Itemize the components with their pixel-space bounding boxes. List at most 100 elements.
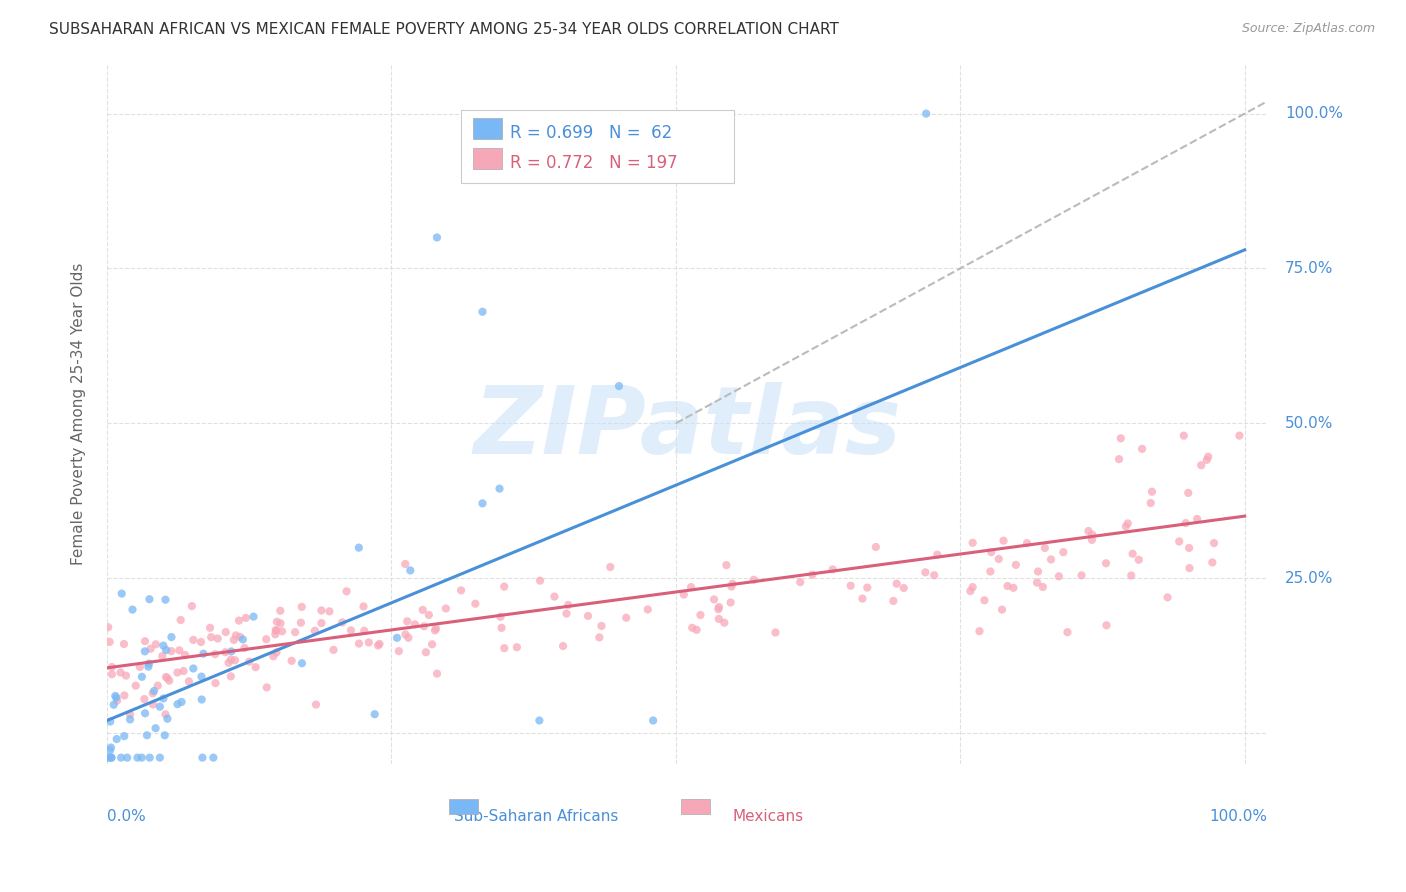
- Point: [576, 608, 599, 623]
- Point: [160, 644, 183, 658]
- Point: [152, 639, 174, 653]
- Point: [412, 603, 434, 617]
- Point: [166, 697, 188, 711]
- Text: Sub-Saharan Africans: Sub-Saharan Africans: [454, 809, 619, 824]
- Point: [1177, 486, 1199, 500]
- Point: [121, 602, 143, 616]
- Point: [979, 565, 1001, 579]
- Point: [464, 597, 486, 611]
- Point: [637, 602, 659, 616]
- Point: [886, 576, 908, 591]
- Text: R = 0.699   N =  62: R = 0.699 N = 62: [510, 123, 672, 142]
- Point: [426, 230, 449, 244]
- Point: [721, 576, 744, 591]
- Point: [311, 616, 333, 631]
- Point: [145, 721, 167, 735]
- Point: [707, 599, 730, 614]
- Point: [174, 648, 197, 662]
- Text: 25.0%: 25.0%: [1285, 571, 1333, 585]
- Point: [233, 640, 256, 655]
- Point: [856, 581, 879, 595]
- Point: [219, 653, 242, 667]
- Point: [115, 750, 138, 764]
- Point: [149, 750, 172, 764]
- Point: [103, 698, 125, 712]
- Point: [238, 655, 260, 669]
- Point: [96, 750, 118, 764]
- Point: [1056, 625, 1078, 640]
- Point: [139, 641, 162, 656]
- Point: [262, 649, 284, 664]
- Point: [219, 669, 242, 683]
- Point: [821, 562, 844, 576]
- Point: [125, 679, 148, 693]
- Point: [191, 750, 214, 764]
- Point: [134, 692, 156, 706]
- Text: 0.0%: 0.0%: [107, 809, 146, 824]
- Point: [145, 637, 167, 651]
- Point: [1026, 565, 1049, 579]
- Point: [962, 536, 984, 550]
- Point: [105, 690, 128, 705]
- Text: Source: ZipAtlas.com: Source: ZipAtlas.com: [1241, 22, 1375, 36]
- Point: [399, 563, 422, 577]
- Point: [353, 624, 375, 638]
- Point: [765, 625, 787, 640]
- Point: [363, 707, 385, 722]
- Point: [423, 624, 446, 638]
- Point: [491, 621, 513, 635]
- Point: [131, 670, 153, 684]
- Point: [434, 601, 457, 615]
- Text: 50.0%: 50.0%: [1285, 416, 1333, 431]
- Point: [689, 607, 711, 622]
- FancyBboxPatch shape: [461, 110, 734, 183]
- Point: [218, 656, 240, 670]
- Point: [100, 750, 122, 764]
- Point: [1005, 558, 1028, 572]
- Point: [98, 750, 121, 764]
- Point: [1128, 553, 1150, 567]
- Point: [1122, 547, 1144, 561]
- Point: [155, 643, 177, 657]
- Point: [915, 106, 938, 120]
- Point: [98, 635, 121, 649]
- Point: [322, 643, 344, 657]
- Point: [173, 664, 195, 678]
- Point: [190, 670, 212, 684]
- Point: [1178, 561, 1201, 575]
- Point: [707, 602, 730, 616]
- Point: [396, 615, 419, 629]
- Point: [138, 657, 160, 671]
- Point: [104, 689, 127, 703]
- Point: [271, 624, 294, 639]
- Point: [177, 674, 200, 689]
- Point: [1185, 512, 1208, 526]
- Point: [170, 613, 193, 627]
- Point: [134, 644, 156, 658]
- Point: [1195, 453, 1218, 467]
- FancyBboxPatch shape: [682, 799, 710, 814]
- Point: [291, 599, 314, 614]
- Text: R = 0.772   N = 197: R = 0.772 N = 197: [510, 153, 678, 171]
- Point: [142, 686, 165, 700]
- Point: [591, 619, 613, 633]
- Point: [865, 540, 887, 554]
- Point: [588, 631, 610, 645]
- Point: [425, 622, 447, 636]
- Point: [1047, 569, 1070, 583]
- Point: [1168, 534, 1191, 549]
- Point: [138, 659, 160, 673]
- Text: 75.0%: 75.0%: [1285, 261, 1333, 276]
- Point: [1139, 496, 1161, 510]
- Point: [156, 712, 179, 726]
- Point: [264, 624, 287, 638]
- Point: [284, 625, 307, 640]
- Point: [100, 750, 122, 764]
- Point: [180, 599, 202, 613]
- Point: [1197, 450, 1219, 464]
- Point: [394, 627, 416, 641]
- Point: [150, 648, 173, 663]
- Point: [111, 586, 134, 600]
- Point: [716, 558, 738, 573]
- Point: [138, 592, 160, 607]
